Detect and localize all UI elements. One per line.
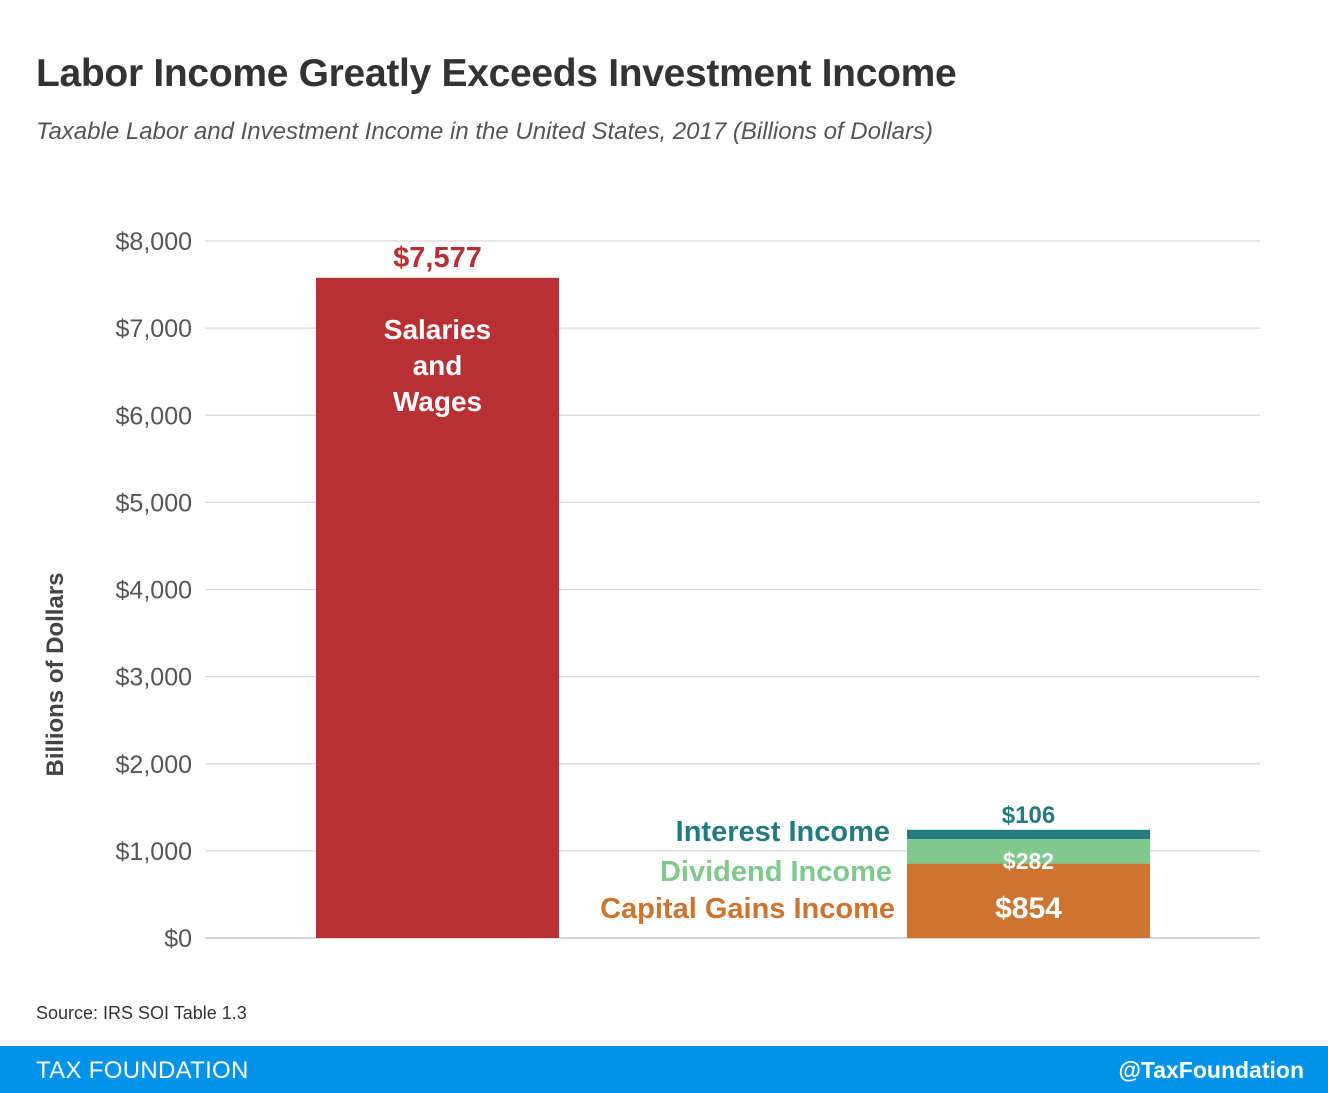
bar-category-label: and bbox=[413, 350, 463, 381]
chart-title: Labor Income Greatly Exceeds Investment … bbox=[36, 52, 957, 95]
segment-name-label: Interest Income bbox=[676, 816, 890, 848]
data-label: $282 bbox=[1003, 848, 1054, 874]
segment-name-label: Capital Gains Income bbox=[600, 893, 895, 925]
bar-segment bbox=[907, 863, 1150, 938]
y-tick-label: $7,000 bbox=[116, 315, 192, 343]
footer-bar: TAX FOUNDATION @TaxFoundation bbox=[0, 1046, 1328, 1093]
bar-segment bbox=[907, 829, 1150, 840]
y-tick-label: $4,000 bbox=[116, 577, 192, 605]
segment-name-label: Dividend Income bbox=[660, 856, 892, 888]
data-label: $106 bbox=[1002, 802, 1055, 829]
source-note: Source: IRS SOI Table 1.3 bbox=[36, 1003, 247, 1023]
bar-segment bbox=[316, 277, 559, 938]
bar-segment bbox=[907, 839, 1150, 864]
y-tick-label: $3,000 bbox=[116, 664, 192, 692]
chart-subtitle: Taxable Labor and Investment Income in t… bbox=[36, 118, 933, 145]
y-tick-label: $1,000 bbox=[116, 838, 192, 866]
y-tick-label: $5,000 bbox=[116, 489, 192, 517]
bar-chart: $0 $1,000 $2,000 $3,000 $4,000 $5,000 $6,000 $7… bbox=[42, 228, 1260, 953]
bar-category-label: Salaries bbox=[384, 314, 491, 345]
data-label: $7,577 bbox=[393, 242, 482, 274]
footer-handle: @TaxFoundation bbox=[1118, 1057, 1304, 1083]
data-label: $854 bbox=[995, 892, 1062, 925]
y-axis-label: Billions of Dollars bbox=[42, 572, 69, 776]
footer-brand: TAX FOUNDATION bbox=[36, 1057, 249, 1084]
y-tick-label: $6,000 bbox=[116, 402, 192, 430]
y-tick-label: $2,000 bbox=[116, 751, 192, 779]
y-tick-label: $0 bbox=[164, 925, 192, 953]
bar-category-label: Wages bbox=[393, 386, 482, 417]
y-tick-label: $8,000 bbox=[116, 228, 192, 256]
